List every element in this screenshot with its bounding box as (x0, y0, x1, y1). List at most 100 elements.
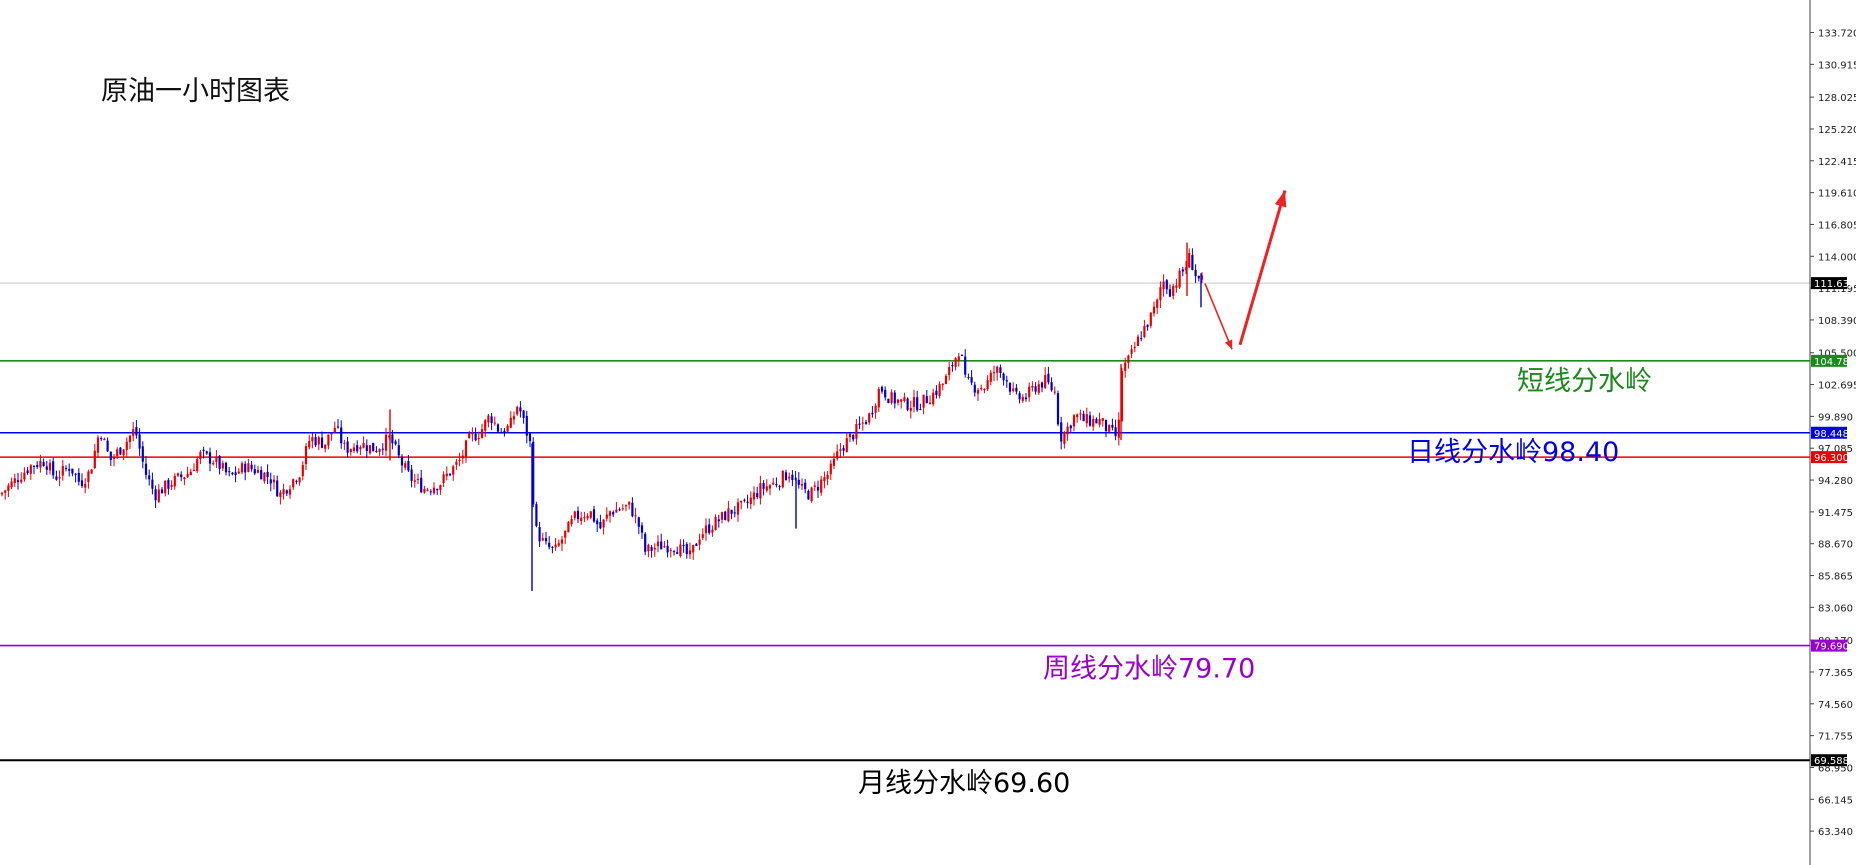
candle (103, 437, 106, 441)
candle (311, 433, 314, 449)
candle (605, 507, 608, 522)
candle (826, 471, 829, 486)
candle (855, 419, 858, 445)
candle (192, 463, 196, 472)
candle (1152, 301, 1156, 317)
candle (608, 510, 612, 523)
candle (90, 468, 93, 474)
candle (1168, 284, 1172, 298)
candle (823, 471, 826, 489)
candle (602, 519, 605, 535)
candle (20, 472, 23, 484)
candle (68, 463, 71, 477)
candle (544, 531, 548, 545)
candle (858, 416, 861, 430)
candle (599, 514, 602, 530)
candle (298, 476, 301, 486)
candle (452, 464, 455, 481)
candle (36, 461, 39, 469)
candle (1133, 341, 1136, 353)
candle (496, 423, 500, 434)
y-tick-label: 108.390 (1818, 316, 1856, 327)
candle (423, 485, 426, 494)
candle (746, 494, 749, 509)
candle (1037, 380, 1040, 395)
y-tick-label: 88.670 (1818, 540, 1853, 551)
candle (535, 501, 538, 528)
candle (880, 385, 884, 394)
candle (554, 537, 557, 551)
candle (836, 444, 839, 461)
candle (698, 533, 701, 551)
candle (413, 473, 416, 488)
candle (1005, 375, 1008, 388)
candle (1114, 419, 1117, 441)
candle (112, 453, 116, 467)
candle (336, 419, 340, 429)
candle (660, 533, 663, 550)
candle (762, 480, 765, 496)
candle (106, 437, 109, 453)
candle (349, 448, 352, 456)
candle (1120, 367, 1124, 422)
candle (1069, 424, 1072, 434)
y-tick-label: 83.060 (1818, 603, 1853, 614)
candle (551, 546, 554, 554)
candle (896, 398, 900, 406)
candle (1021, 394, 1024, 403)
candle (967, 373, 970, 380)
candle (448, 473, 452, 477)
candle (884, 386, 887, 401)
candle (1034, 382, 1037, 395)
candle (13, 473, 16, 487)
candle (525, 410, 528, 444)
candle (589, 511, 592, 520)
y-tick-label: 74.560 (1818, 700, 1853, 711)
candle (1018, 391, 1021, 404)
candle (464, 439, 468, 463)
candle (365, 439, 368, 458)
candle (692, 544, 695, 560)
candle (560, 535, 564, 552)
candle (388, 434, 391, 440)
candle (167, 478, 170, 495)
candle (480, 423, 484, 439)
y-tick-label: 94.280 (1818, 476, 1853, 487)
candle (45, 461, 48, 475)
candle (708, 518, 711, 535)
candle (804, 478, 807, 494)
candle (1104, 419, 1108, 438)
candle (615, 501, 618, 513)
candle (1088, 411, 1092, 427)
candle (935, 385, 938, 399)
candle (132, 422, 135, 442)
candle (164, 480, 167, 497)
candle (356, 440, 359, 454)
candle (461, 449, 464, 464)
y-tick-label: 130.915 (1818, 60, 1856, 71)
candle (842, 445, 845, 456)
candle (778, 484, 781, 491)
candle (1130, 344, 1133, 359)
candle (346, 436, 349, 458)
candle (1044, 367, 1047, 390)
level-annotation-1: 日线分水岭98.40 (1407, 437, 1619, 468)
candle (922, 394, 925, 415)
candle (682, 539, 685, 553)
level-lines (0, 360, 1810, 762)
candle (893, 390, 896, 409)
candle (813, 481, 816, 491)
candle (964, 349, 967, 378)
candle (253, 464, 256, 476)
candle (250, 460, 253, 472)
candle (1184, 261, 1188, 275)
candle (1124, 357, 1127, 378)
candle (624, 504, 628, 512)
candle (647, 543, 650, 558)
candle (32, 465, 36, 475)
candle (29, 464, 32, 480)
candle (1066, 422, 1069, 441)
forecast-arrow-0 (1204, 283, 1233, 350)
candle (122, 449, 125, 461)
candle (1140, 331, 1143, 342)
